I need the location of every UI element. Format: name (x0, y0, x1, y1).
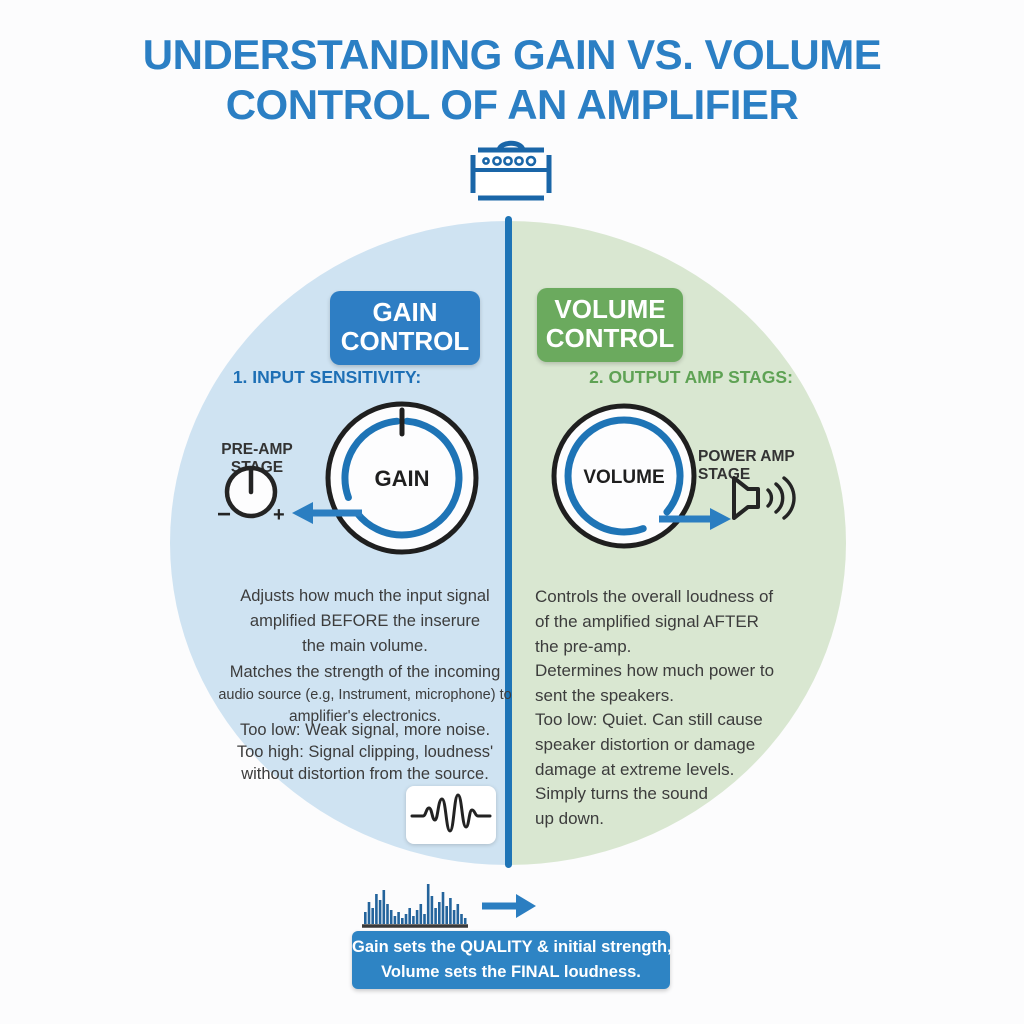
volume-description-line: Controls the overall loudness of (535, 587, 774, 606)
page-title: UNDERSTANDING GAIN VS. VOLUME CONTROL OF… (0, 30, 1024, 131)
gain-description: Adjusts how much the input signal amplif… (215, 584, 515, 659)
gain-subtitle: 1. INPUT SENSITIVITY: (232, 367, 422, 387)
volume-warning-line: damage at extreme levels. (535, 760, 735, 779)
gain-knob-label: GAIN (375, 466, 430, 491)
gain-description-line: the main volume. (302, 637, 428, 655)
gain-description-line: Adjusts how much the input signal (240, 587, 490, 605)
gain-control-header: GAIN CONTROL (330, 291, 480, 366)
preamp-knob-icon: − + (217, 465, 285, 526)
gain-warning-line: Too low: Weak signal, more noise. (239, 721, 491, 739)
volume-header-line1: VOLUME (554, 294, 666, 324)
volume-header-line2: CONTROL (545, 323, 675, 354)
volume-power-note: Determines how much power to sent the sp… (535, 658, 807, 708)
waveform-card (406, 786, 496, 844)
volume-subtitle: 2. OUTPUT AMP STAGS: (589, 367, 793, 387)
preamp-minus-label: − (217, 501, 231, 526)
volume-warning: Too low: Quiet. Can still cause speaker … (535, 707, 807, 782)
amp-cabinet-icon (469, 140, 553, 202)
volume-simplicity-line: up down. (535, 809, 604, 828)
volume-warning-line: Too low: Quiet. Can still cause (535, 710, 763, 729)
gain-matching-line: Matches the strength of the incoming (229, 663, 501, 681)
volume-description: Controls the overall loudness of of the … (535, 584, 807, 659)
gain-matching-line: audio source (e.g, Instrument, microphon… (218, 687, 512, 703)
summary-banner-line2: Volume sets the FINAL loudness. (381, 963, 641, 981)
volume-description-line: the pre-amp. (535, 637, 632, 656)
waveform-icon (410, 793, 492, 833)
volume-simplicity-note: Simply turns the sound up down. (535, 781, 807, 831)
volume-knob-dial: VOLUME (551, 403, 697, 549)
summary-banner: Gain sets the QUALITY & initial strength… (352, 931, 672, 989)
volume-simplicity-line: Simply turns the sound (535, 784, 708, 803)
gain-warning-line: without distortion from the source. (241, 765, 489, 783)
page-title-line2: CONTROL OF AN AMPLIFIER (225, 81, 799, 129)
gain-matching-note: Matches the strength of the incoming aud… (215, 660, 515, 728)
footer-arrow-icon (482, 894, 536, 918)
center-divider-line (505, 216, 512, 868)
page-title-line1: UNDERSTANDING GAIN VS. VOLUME (142, 31, 882, 78)
gain-warning: Too low: Weak signal, more noise. Too hi… (215, 719, 515, 785)
volume-knob-label: VOLUME (583, 467, 664, 488)
gain-arrow-left-icon (292, 502, 362, 524)
volume-description-line: of the amplified signal AFTER (535, 612, 759, 631)
gain-warning-line: Too high: Signal clipping, loudness' (236, 743, 494, 761)
volume-power-line: Determines how much power to (535, 661, 775, 680)
gain-matching-line: amplifier's electronics. (289, 708, 441, 725)
volume-warning-line: speaker distortion or damage (535, 735, 756, 754)
gain-description-line: amplified BEFORE the inserure (249, 612, 481, 630)
summary-banner-line1: Gain sets the QUALITY & initial strength… (352, 938, 672, 956)
gain-knob-dial: GAIN (325, 401, 479, 555)
volume-power-line: sent the speakers. (535, 686, 674, 705)
gain-header-line2: CONTROL (340, 326, 470, 357)
gain-header-line1: GAIN (372, 297, 438, 327)
preamp-plus-label: + (273, 504, 285, 526)
speaker-icon (732, 476, 796, 520)
audio-levels-icon (362, 884, 468, 928)
volume-arrow-right-icon (659, 508, 731, 530)
volume-control-header: VOLUME CONTROL (537, 288, 683, 363)
